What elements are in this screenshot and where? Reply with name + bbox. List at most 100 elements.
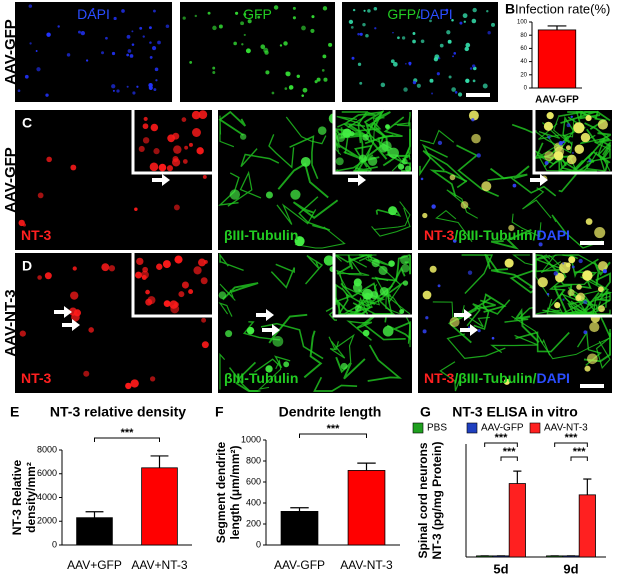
neurite xyxy=(422,150,467,189)
cell xyxy=(565,145,571,151)
cell xyxy=(198,110,208,119)
neurite xyxy=(342,110,385,128)
x-tick-label: AAV-NT-3 xyxy=(340,558,393,572)
neurite xyxy=(490,334,539,354)
micrograph xyxy=(15,2,172,102)
panel-letter: E xyxy=(10,404,19,420)
legend-swatch xyxy=(412,422,424,434)
cell xyxy=(72,266,77,271)
significance-label: *** xyxy=(495,432,509,444)
cell xyxy=(70,291,79,300)
cell xyxy=(379,143,388,153)
cell xyxy=(553,151,561,159)
cell xyxy=(476,153,481,158)
cell xyxy=(173,204,180,211)
neurite xyxy=(535,130,573,154)
cell xyxy=(225,330,233,338)
cell xyxy=(397,36,400,40)
cell xyxy=(362,134,369,141)
neurite xyxy=(542,300,593,316)
cell xyxy=(142,123,149,130)
neurite xyxy=(595,272,611,302)
cell xyxy=(130,379,139,388)
cell xyxy=(129,54,134,58)
image-label: GFP/DAPI xyxy=(387,6,452,22)
cell xyxy=(78,30,81,34)
neurite xyxy=(335,254,390,266)
cell xyxy=(362,22,366,27)
cell xyxy=(36,67,41,72)
cell xyxy=(196,147,204,155)
cell xyxy=(367,156,378,166)
cell xyxy=(201,317,207,323)
neurite xyxy=(489,165,530,180)
neurite xyxy=(218,302,233,317)
cell xyxy=(240,133,247,140)
neurite xyxy=(567,299,599,315)
cell xyxy=(316,77,321,82)
cell xyxy=(189,61,193,64)
neurite xyxy=(303,330,323,379)
cell xyxy=(425,316,429,320)
y-tick-label: 200 xyxy=(246,518,261,528)
cell xyxy=(491,336,495,340)
cell xyxy=(207,11,211,15)
cell xyxy=(174,255,183,264)
bar xyxy=(141,467,178,546)
neurite xyxy=(586,141,611,163)
cell xyxy=(241,43,244,46)
cell xyxy=(512,183,517,188)
cell xyxy=(467,326,471,329)
cell xyxy=(24,74,29,79)
cell xyxy=(203,259,208,264)
cell xyxy=(412,32,416,35)
cell xyxy=(46,32,51,37)
cell xyxy=(162,260,171,269)
y-tick-label: 2000 xyxy=(37,516,57,526)
cell xyxy=(155,79,158,82)
row-label: AAV-NT-3 xyxy=(2,289,19,356)
cell xyxy=(418,16,421,19)
neurite xyxy=(515,331,570,353)
neurite xyxy=(222,282,259,301)
cell xyxy=(477,329,481,333)
cell xyxy=(449,174,456,181)
cell xyxy=(429,19,432,23)
significance-bracket xyxy=(570,456,588,461)
cell xyxy=(143,116,148,121)
cell xyxy=(357,32,360,36)
label-segment: GFP/ xyxy=(387,6,420,22)
significance-label: *** xyxy=(327,423,341,435)
chart-title: NT-3 ELISA in vitro xyxy=(452,404,578,420)
cell xyxy=(157,40,161,45)
cell xyxy=(260,44,266,50)
cell xyxy=(108,265,116,272)
bar xyxy=(562,555,580,558)
cell xyxy=(340,362,348,370)
neurite xyxy=(240,148,280,168)
cell xyxy=(508,224,515,232)
cell xyxy=(585,218,593,225)
neurite xyxy=(358,254,374,262)
cell xyxy=(178,291,185,298)
cell xyxy=(235,11,239,15)
neurite xyxy=(511,213,542,238)
cell xyxy=(546,292,550,296)
cell xyxy=(163,300,171,308)
cell xyxy=(588,159,592,163)
row-label: AAV-GFP xyxy=(2,147,19,213)
cell xyxy=(399,255,410,265)
cell xyxy=(265,191,273,199)
cell xyxy=(70,164,77,171)
panel-letter: B xyxy=(505,1,515,17)
cell xyxy=(150,123,159,132)
cell xyxy=(156,263,163,270)
cell xyxy=(382,325,394,337)
cell xyxy=(83,370,90,377)
cell xyxy=(328,42,333,47)
neurite xyxy=(347,111,376,129)
cell xyxy=(265,70,270,75)
cell xyxy=(131,30,134,33)
cell xyxy=(352,8,356,12)
cell xyxy=(300,157,311,167)
